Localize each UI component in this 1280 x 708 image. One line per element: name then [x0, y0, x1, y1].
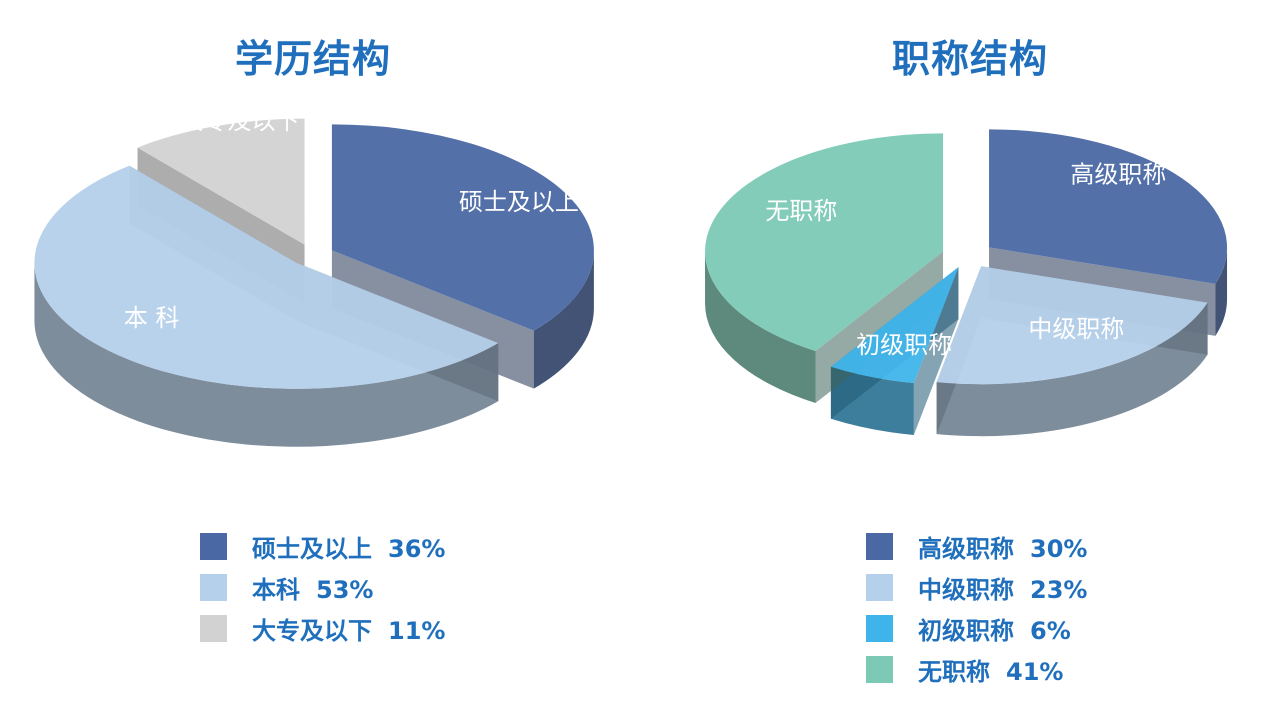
- legend-item: 硕士及以上 36%: [200, 526, 445, 567]
- legend-swatch: [200, 615, 227, 642]
- pie-slice-label: 大专及以下: [180, 107, 300, 135]
- legend-item: 高级职称 30%: [866, 526, 1087, 567]
- pie-slice-side: [936, 302, 1208, 437]
- pie-slice-side: [705, 251, 816, 404]
- pie-slice-label: 硕士及以上: [459, 188, 579, 216]
- legend-swatch: [866, 574, 893, 601]
- legend-value: 6%: [1030, 617, 1071, 645]
- legend-professional: 高级职称 30% 中级职称 23% 初级职称 6% 无职称 41%: [866, 526, 1087, 690]
- legend-item: 中级职称 23%: [866, 567, 1087, 608]
- legend-item: 本科 53%: [200, 567, 445, 608]
- pie-slice: [830, 267, 959, 383]
- legend-value: 36%: [388, 535, 446, 563]
- legend-item: 大专及以下 11%: [200, 608, 445, 649]
- legend-value: 41%: [1006, 658, 1064, 686]
- pie-slice-label: 无职称: [765, 197, 837, 225]
- legend-value: 11%: [388, 617, 446, 645]
- legend-label: 初级职称: [918, 617, 1014, 645]
- legend-label: 无职称: [918, 658, 990, 686]
- legend-item: 无职称 41%: [866, 649, 1087, 690]
- legend-label: 本科: [252, 576, 300, 604]
- legend-education: 硕士及以上 36% 本科 53% 大专及以下 11%: [200, 526, 445, 649]
- pie-slice: [34, 165, 499, 389]
- legend-label: 高级职称: [918, 535, 1014, 563]
- pie-slice: [936, 266, 1208, 385]
- pie-slice-label: 初级职称: [856, 331, 952, 359]
- pie-slice-side: [533, 250, 594, 389]
- legend-swatch: [200, 533, 227, 560]
- legend-swatch: [866, 615, 893, 642]
- legend-label: 大专及以下: [252, 617, 372, 645]
- legend-label: 硕士及以上: [252, 535, 372, 563]
- legend-label: 中级职称: [918, 576, 1014, 604]
- legend-swatch: [866, 533, 893, 560]
- legend-item: 初级职称 6%: [866, 608, 1087, 649]
- legend-swatch: [200, 574, 227, 601]
- pie-slice-label: 高级职称: [1070, 160, 1166, 188]
- legend-swatch: [866, 656, 893, 683]
- pie-slice-side: [1215, 247, 1228, 336]
- pie-slice: [137, 118, 305, 245]
- chart-title-professional: 职称结构: [891, 37, 1048, 81]
- legend-value: 30%: [1030, 535, 1088, 563]
- legend-value: 23%: [1030, 576, 1088, 604]
- chart-title-education: 学历结构: [234, 37, 391, 81]
- pie-slice: [705, 133, 944, 352]
- pie-slice: [331, 124, 594, 331]
- pie-slice: [989, 129, 1228, 284]
- pie-slice-label: 本 科: [124, 304, 180, 332]
- pie-slice-side: [34, 262, 499, 447]
- pie-slice-label: 中级职称: [1028, 315, 1124, 343]
- legend-value: 53%: [316, 576, 374, 604]
